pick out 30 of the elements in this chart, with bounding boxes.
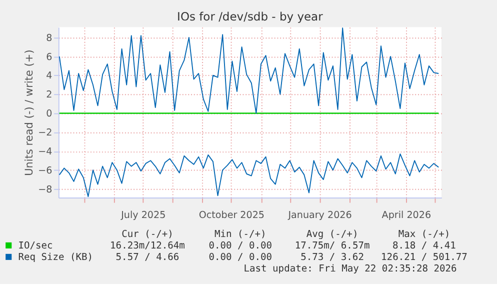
text: Last update: Fri May 22 02:35:28 2026 bbox=[244, 263, 458, 274]
y-tick-label: −4 bbox=[38, 146, 52, 158]
text: Min (-/+) bbox=[214, 228, 266, 240]
text: 8.18 / 4.41 bbox=[392, 240, 456, 252]
text: 126.21 / 501.77 bbox=[381, 252, 468, 263]
text: Max (-/+) bbox=[398, 228, 450, 240]
legend-label: IO/sec bbox=[18, 240, 53, 252]
x-tick-label: July 2025 bbox=[120, 210, 166, 222]
y-axis-title: Units read (-) / write (+) bbox=[23, 50, 36, 176]
chart-title: IOs for /dev/sdb - by year bbox=[177, 9, 324, 24]
x-tick-label: April 2026 bbox=[382, 210, 432, 222]
x-tick-label: October 2025 bbox=[198, 210, 265, 222]
text: 0.00 / 0.00 bbox=[208, 240, 272, 252]
text: 16.23m/12.64m bbox=[110, 240, 186, 252]
text: 5.57 / 4.66 bbox=[116, 252, 180, 263]
y-tick-label: 4 bbox=[46, 70, 52, 82]
legend-label: Req Size (KB) bbox=[18, 252, 94, 263]
text: 0.00 / 0.00 bbox=[208, 252, 272, 263]
y-tick-label: 2 bbox=[46, 90, 52, 101]
text: 17.75m/ 6.57m bbox=[294, 240, 370, 252]
text: Cur (-/+) bbox=[122, 228, 174, 240]
y-tick-label: −8 bbox=[38, 184, 52, 196]
y-tick-label: −6 bbox=[38, 165, 52, 176]
text: Avg (-/+) bbox=[306, 228, 358, 240]
y-tick-label: −2 bbox=[38, 128, 52, 139]
x-tick-label: January 2026 bbox=[287, 210, 352, 222]
y-tick-label: 0 bbox=[46, 108, 52, 120]
y-tick-label: 8 bbox=[46, 32, 52, 44]
text: 5.73 / 3.62 bbox=[300, 252, 364, 263]
y-tick-label: 6 bbox=[46, 52, 52, 63]
